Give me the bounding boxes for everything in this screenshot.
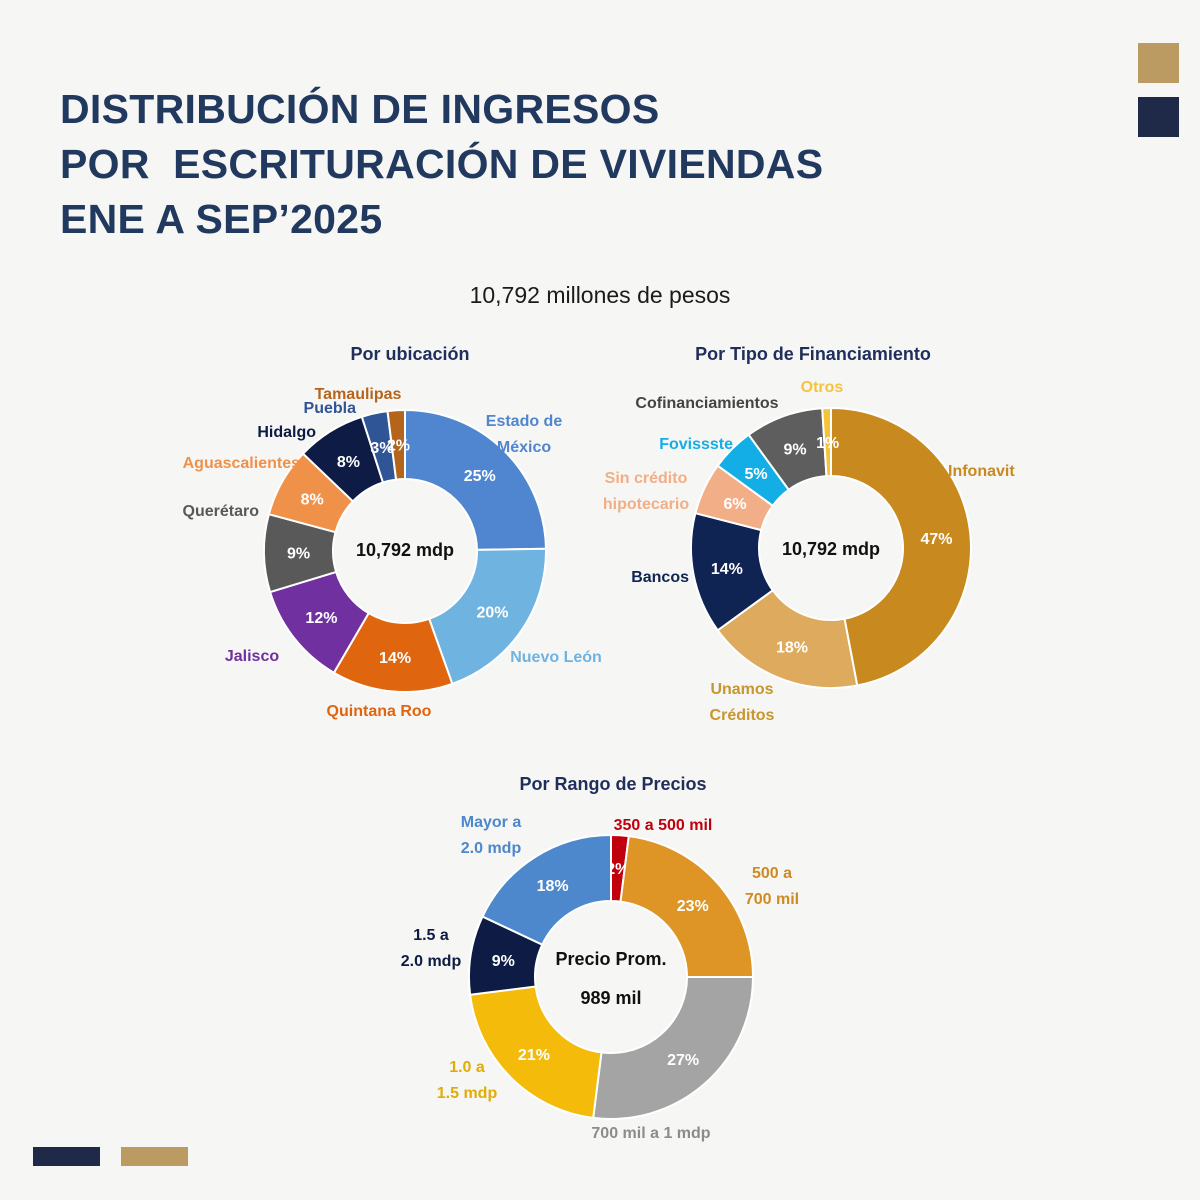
slice-500-a-700-mil — [619, 835, 755, 978]
slice-category-infonavit: Infonavit — [948, 463, 1015, 480]
slice-value-quintana-roo: 14% — [379, 650, 411, 667]
slice-value-mayor-a-2-0-mdp: 18% — [537, 878, 569, 895]
slice-category-unamos-creditos: Unamos Créditos — [710, 681, 775, 724]
slice-value-sin-credito-hipotecario: 6% — [724, 496, 747, 513]
slice-value-otros: 1% — [816, 435, 839, 452]
slice-category-queretaro: Querétaro — [183, 503, 260, 520]
chart-title: Por Rango de Precios — [519, 774, 706, 794]
slice-category-500-a-700-mil: 500 a 700 mil — [745, 865, 799, 908]
slice-value-estado-de-mexico: 25% — [464, 468, 496, 485]
slice-unamos-creditos — [716, 588, 859, 689]
center-label: 10,792 mdp — [782, 539, 880, 559]
slice-category-350-a-500-mil: 350 a 500 mil — [614, 817, 713, 834]
slice-value-nuevo-leon: 20% — [476, 605, 508, 622]
slice-value-infonavit: 47% — [921, 531, 953, 548]
chart-title: Por ubicación — [350, 344, 469, 364]
center-label: Precio Prom. — [555, 949, 666, 969]
slice-category-tamaulipas: Tamaulipas — [315, 386, 402, 403]
title-line-2: POR ESCRITURACIÓN DE VIVIENDAS — [60, 141, 824, 187]
slice-category-puebla: Puebla — [304, 400, 357, 417]
slice-value-jalisco: 12% — [305, 610, 337, 627]
slice-otros — [821, 406, 832, 478]
slice-category-nuevo-leon: Nuevo León — [510, 649, 602, 666]
slice-value-queretaro: 9% — [287, 546, 310, 563]
slice-value-aguascalientes: 8% — [301, 492, 324, 509]
slice-value-tamaulipas: 2% — [387, 438, 410, 455]
slice-category-fovissste: Fovissste — [659, 436, 733, 453]
slice-category-estado-de-mexico: Estado de México — [486, 413, 563, 456]
slice-value-hidalgo: 8% — [337, 454, 360, 471]
slice-1-0-a-1-5-mdp — [469, 985, 603, 1119]
slice-infonavit — [830, 406, 972, 687]
slice-value-fovissste: 5% — [744, 466, 767, 483]
slice-tamaulipas — [386, 408, 406, 481]
slice-value-700-mil-a-1-mdp: 27% — [667, 1052, 699, 1069]
slice-value-puebla: 3% — [370, 440, 393, 457]
slice-category-hidalgo: Hidalgo — [257, 424, 316, 441]
gold-square-deco — [1138, 43, 1179, 83]
slice-700-mil-a-1-mdp — [592, 976, 755, 1120]
chart-title: Por Tipo de Financiamiento — [695, 344, 931, 364]
slice-category-cofinanciamientos: Cofinanciamientos — [635, 395, 778, 412]
navy-bar-deco — [33, 1147, 100, 1166]
slice-category-bancos: Bancos — [631, 569, 689, 586]
slice-value-500-a-700-mil: 23% — [677, 898, 709, 915]
slice-category-quintana-roo: Quintana Roo — [327, 703, 432, 720]
slice-mayor-a-2-0-mdp — [481, 833, 612, 946]
navy-square-deco — [1138, 97, 1179, 137]
slice-category-1-0-a-1-5-mdp: 1.0 a 1.5 mdp — [437, 1059, 498, 1102]
center-label: 10,792 mdp — [356, 540, 454, 560]
page-title: DISTRIBUCIÓN DE INGRESOS POR ESCRITURACI… — [60, 82, 823, 247]
title-line-3: ENE A SEP’2025 — [60, 196, 383, 242]
slice-value-1-0-a-1-5-mdp: 21% — [518, 1047, 550, 1064]
slice-value-cofinanciamientos: 9% — [784, 441, 807, 458]
slice-category-aguascalientes: Aguascalientes — [183, 455, 300, 472]
slice-value-1-5-a-2-0-mdp: 9% — [492, 953, 515, 970]
title-line-1: DISTRIBUCIÓN DE INGRESOS — [60, 86, 660, 132]
slice-category-700-mil-a-1-mdp: 700 mil a 1 mdp — [591, 1125, 710, 1142]
slice-category-1-5-a-2-0-mdp: 1.5 a 2.0 mdp — [401, 927, 462, 970]
slice-category-mayor-a-2-0-mdp: Mayor a 2.0 mdp — [461, 814, 522, 857]
slice-value-unamos-creditos: 18% — [776, 640, 808, 657]
donut-chart-por-ubicacion: Por ubicación 25% Estado de México 20% Nuevo … — [183, 344, 602, 720]
slice-category-otros: Otros — [801, 379, 844, 396]
slice-category-sin-credito-hipotecario: Sin crédito hipotecario — [603, 470, 689, 513]
total-subtitle: 10,792 millones de pesos — [469, 282, 731, 308]
gold-bar-deco — [121, 1147, 188, 1166]
slice-value-bancos: 14% — [711, 561, 743, 578]
slice-category-jalisco: Jalisco — [225, 648, 279, 665]
slice-nuevo-leon — [427, 547, 547, 686]
slice-estado-de-mexico — [404, 408, 547, 551]
donut-chart-por-tipo-de-financiamiento: Por Tipo de Financiamiento 47% Infonavit 18… — [603, 344, 1015, 724]
center-label: 989 mil — [580, 988, 641, 1008]
